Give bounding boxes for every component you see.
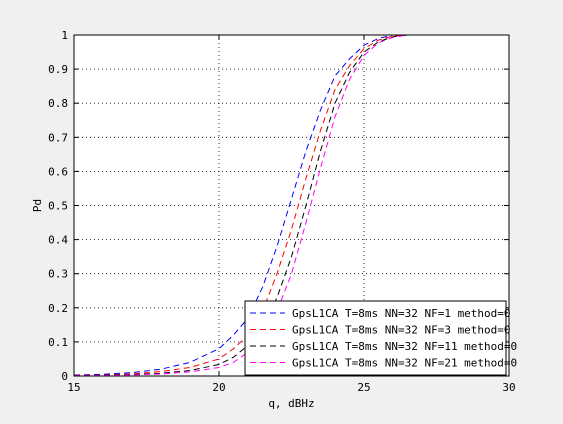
ticks: 15 20 25 30 0 0.1 0.2 0.3 0.4 0.5 0.6 0.7 0.8 0.9 1 [48, 29, 516, 394]
legend-label-4: GpsL1CA T=8ms NN=32 NF=21 method=0 [292, 357, 517, 370]
y-tick-label: 0.9 [48, 63, 68, 76]
legend-label-2: GpsL1CA T=8ms NN=32 NF=3 method=0 [292, 324, 511, 337]
y-tick-label: 0.4 [48, 234, 68, 247]
y-tick-label: 0.7 [48, 131, 68, 144]
legend-label-3: GpsL1CA T=8ms NN=32 NF=11 method=0 [292, 340, 517, 353]
x-tick-label: 30 [502, 381, 515, 394]
x-tick-label: 20 [212, 381, 225, 394]
y-tick-label: 0.2 [48, 302, 68, 315]
y-tick-label: 1 [61, 29, 68, 42]
x-tick-label: 25 [357, 381, 370, 394]
y-tick-label: 0.8 [48, 97, 68, 110]
y-tick-label: 0.5 [48, 200, 68, 213]
y-tick-label: 0.3 [48, 268, 68, 281]
y-tick-label: 0.1 [48, 336, 68, 349]
x-tick-label: 15 [67, 381, 80, 394]
y-tick-label: 0.6 [48, 165, 68, 178]
y-tick-label: 0 [61, 370, 68, 383]
legend-box [244, 300, 507, 376]
legend: GpsL1CA T=8ms NN=32 NF=1 method=0 GpsL1CA… [244, 300, 517, 376]
y-axis-label: Pd [31, 199, 44, 212]
series-line-2 [73, 34, 509, 376]
x-axis-label: q, dBHz [268, 397, 314, 410]
grid [74, 35, 509, 376]
legend-label-1: GpsL1CA T=8ms NN=32 NF=1 method=0 [292, 307, 511, 320]
